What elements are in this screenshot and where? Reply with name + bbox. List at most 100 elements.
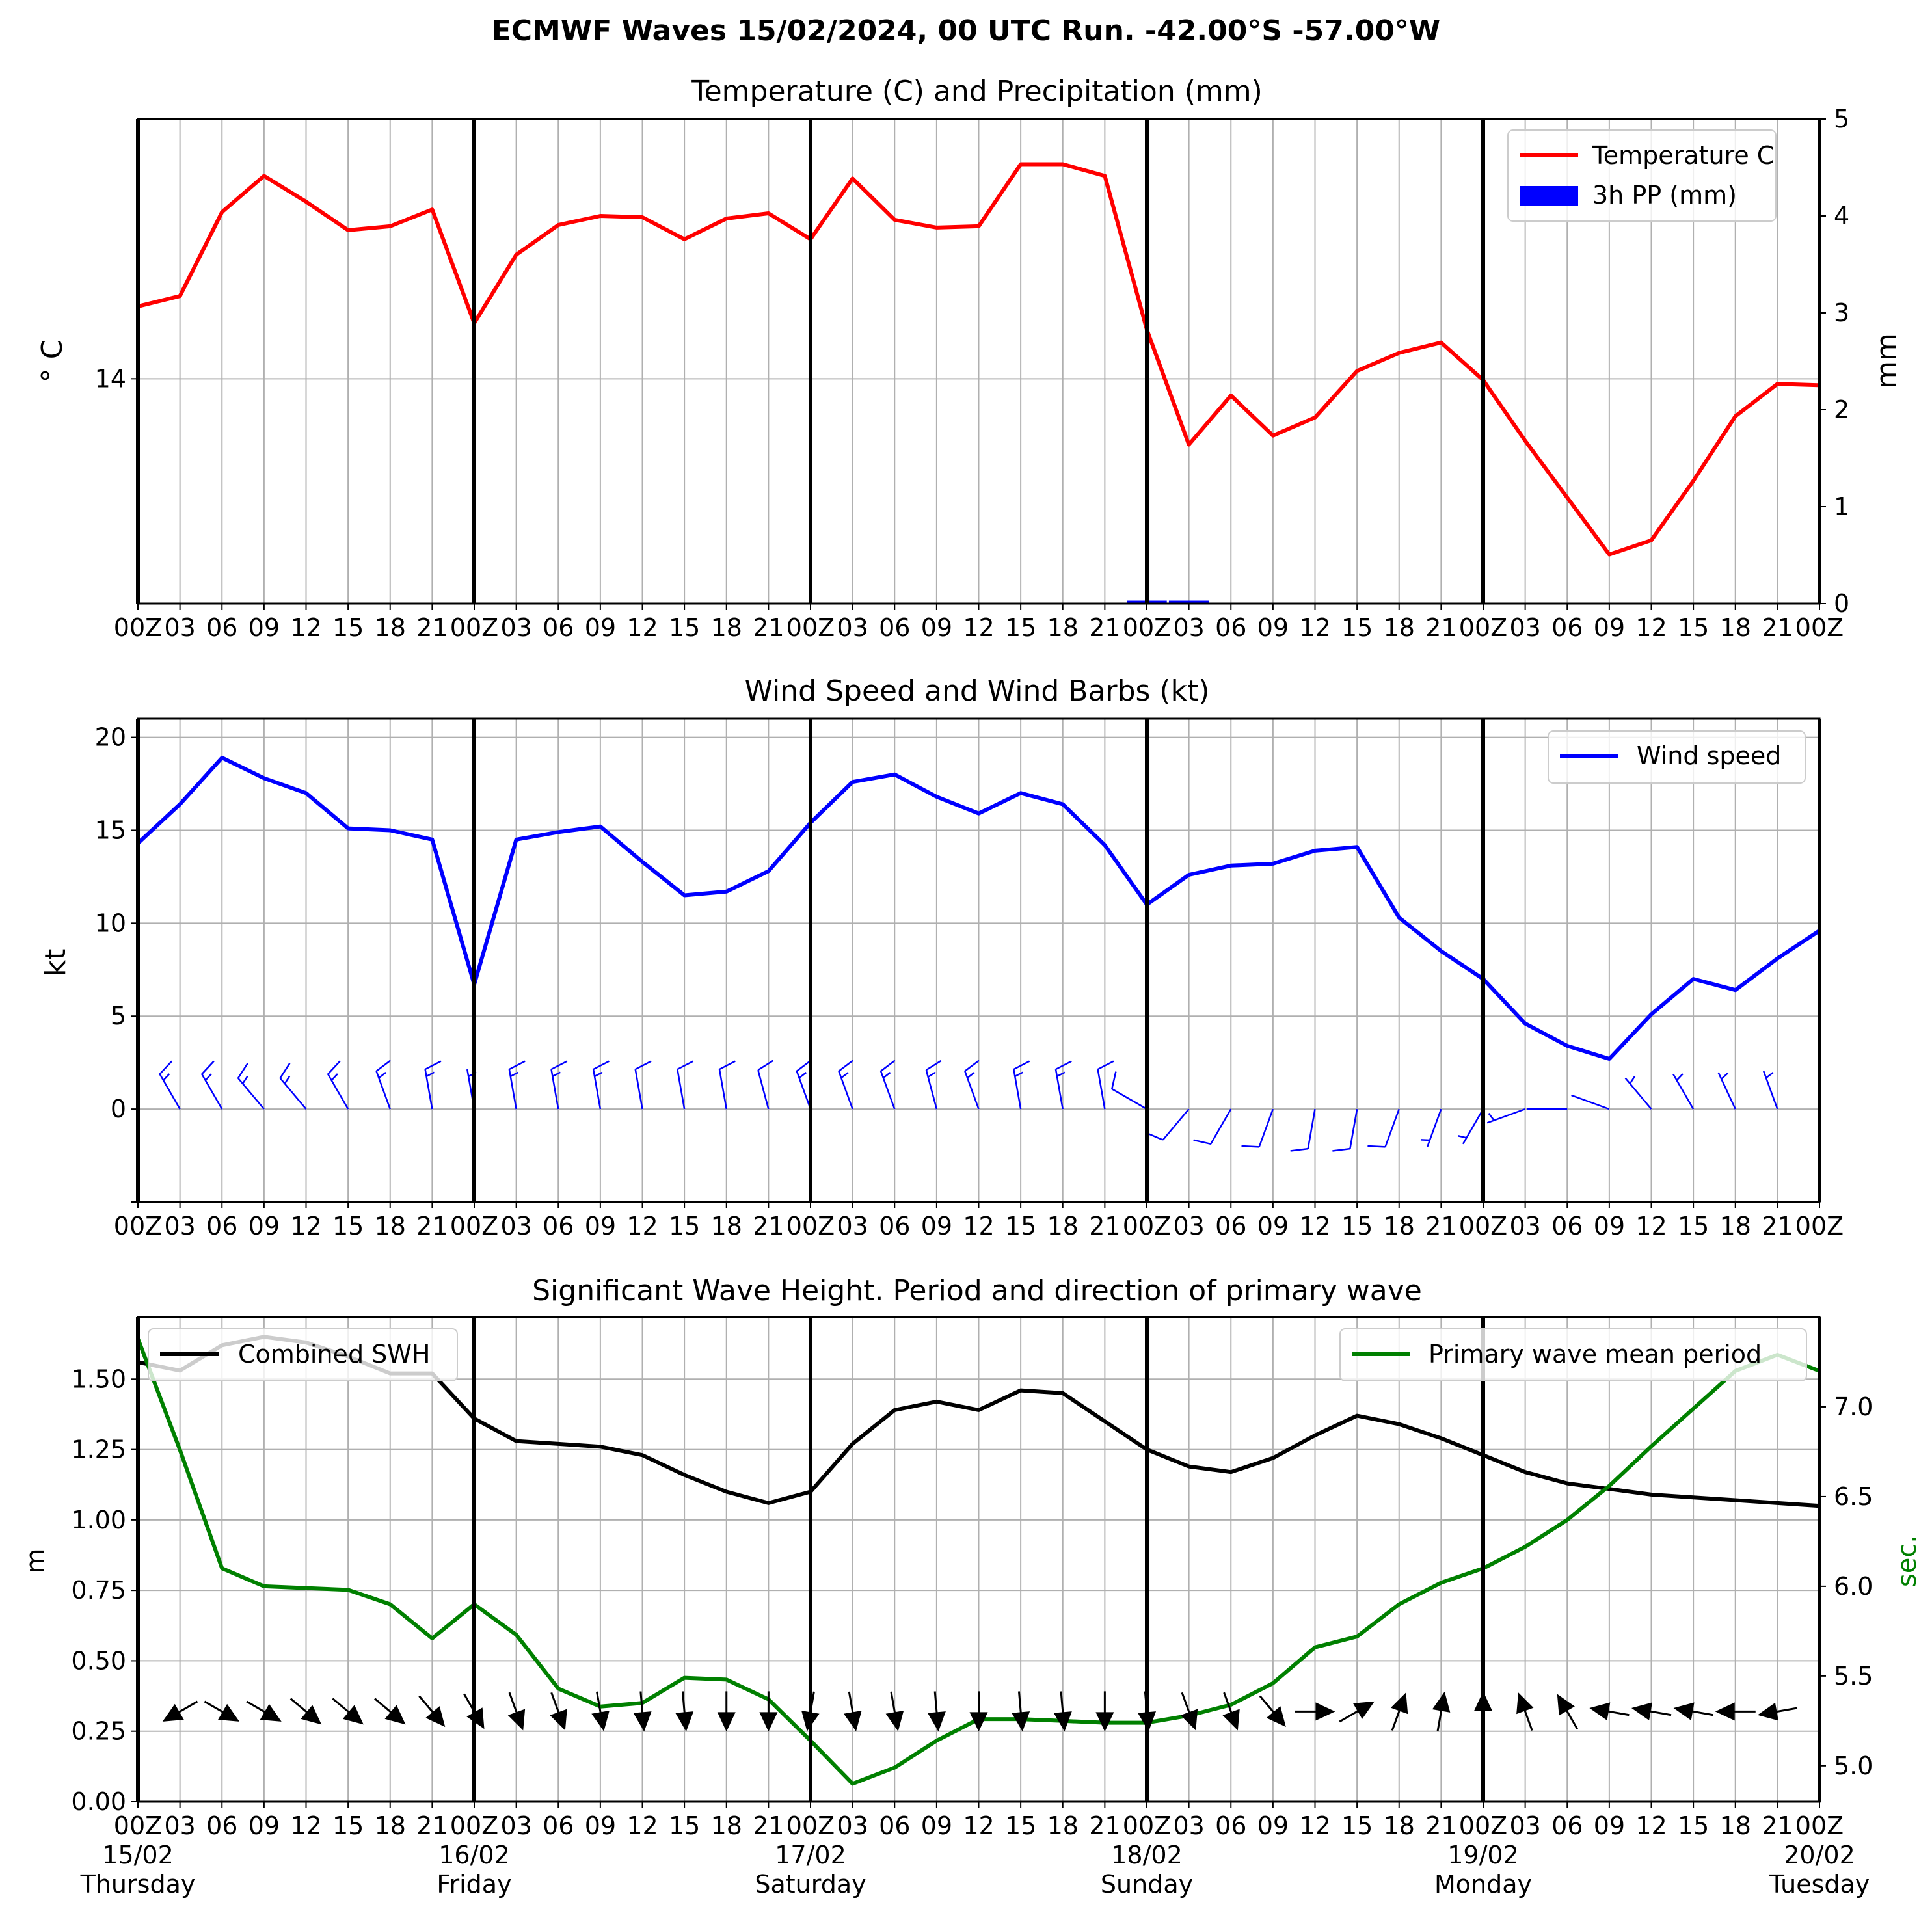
wind-barb-flag	[327, 1060, 341, 1075]
wind-panel-title: Wind Speed and Wind Barbs (kt)	[745, 674, 1210, 708]
y2-tick-label: 3	[1834, 299, 1849, 327]
x-tick-label: 21	[753, 1212, 784, 1240]
x-tick-label: 09	[585, 1212, 616, 1240]
wind-barb-shaft	[925, 1069, 938, 1110]
x-tick-label: 09	[248, 1811, 280, 1840]
wind-barb-flag	[719, 1060, 736, 1071]
wind-barb-shaft	[1111, 1088, 1147, 1110]
x-tick-label: 21	[1089, 1811, 1120, 1840]
x-tick-label: 12	[1299, 1212, 1330, 1240]
x-tick-label: 18	[1047, 1212, 1079, 1240]
weekday-label: Saturday	[755, 1870, 866, 1899]
wind-barb-half-flag	[1676, 1073, 1684, 1081]
wave-arrow-head	[550, 1709, 567, 1731]
wind-barb-flag	[201, 1060, 215, 1075]
wind-barb-flag	[838, 1060, 853, 1072]
x-tick-label: 00Z	[1795, 1212, 1844, 1240]
wind-marks	[136, 756, 1821, 1152]
wind-barb-flag	[757, 1060, 774, 1071]
x-tick-label: 00Z	[1123, 613, 1171, 642]
wind-barb-flag	[1055, 1060, 1072, 1071]
x-tick-label: 15	[1005, 1811, 1036, 1840]
wind-barb-shaft	[838, 1071, 853, 1110]
y-tick-label: 5	[111, 1002, 126, 1030]
x-tick-label: 00Z	[786, 1811, 835, 1840]
weekday-label: Monday	[1434, 1870, 1532, 1899]
x-tick-label: 03	[837, 1811, 868, 1840]
wave-arrow-head	[342, 1705, 364, 1725]
wave-arrow-head	[1673, 1702, 1695, 1721]
wave-arrow-head	[1352, 1701, 1375, 1720]
x-tick-label: 03	[1173, 1212, 1204, 1240]
x-tick-label: 06	[1551, 613, 1583, 642]
x-tick-label: 09	[248, 613, 280, 642]
precip-bar	[1168, 600, 1209, 604]
wind-grid	[137, 719, 1820, 1202]
x-tick-label: 18	[375, 1811, 406, 1840]
date-label: 20/02	[1784, 1841, 1855, 1869]
x-tick-label: 21	[753, 613, 784, 642]
wave-arrow-head	[844, 1710, 862, 1731]
x-tick-label: 18	[1720, 613, 1751, 642]
wind-barb-shaft	[1210, 1108, 1232, 1145]
x-tick-label: 15	[1678, 1212, 1709, 1240]
swh-legend-box	[148, 1328, 458, 1381]
wave-arrow-head	[260, 1703, 282, 1722]
wind-legend: Wind speed	[1548, 730, 1806, 784]
wind-barb-shaft	[964, 1071, 980, 1110]
x-tick-label: 00Z	[1123, 1212, 1171, 1240]
x-tick-label: 06	[206, 1212, 237, 1240]
wave-arrow-head	[384, 1705, 406, 1725]
wind-barb-shaft	[279, 1077, 307, 1110]
x-tick-label: 03	[1509, 1212, 1540, 1240]
wave-arrow-head	[1432, 1691, 1451, 1713]
x-tick-label: 12	[626, 613, 658, 642]
y2-tick-label: 1	[1834, 492, 1849, 521]
x-tick-label: 06	[1215, 613, 1246, 642]
date-label: 17/02	[775, 1841, 846, 1869]
y2-tick-label: 6.5	[1834, 1482, 1873, 1511]
wave-arrow-head	[1757, 1702, 1778, 1721]
wind-barb-half-flag	[1457, 1135, 1467, 1139]
x-tick-label: 12	[1635, 1811, 1667, 1840]
wind-barb-half-flag	[1765, 1071, 1774, 1079]
wind-barb-shaft	[1307, 1108, 1316, 1149]
wind-barb-half-flag	[967, 1071, 975, 1079]
y-tick-label: 0.75	[71, 1576, 126, 1605]
wind-barb-shaft	[1349, 1108, 1358, 1149]
x-tick-label: 15	[1341, 1811, 1373, 1840]
wind-barb-flag	[593, 1060, 610, 1071]
wave-arrow-head	[885, 1710, 904, 1731]
x-tick-label: 09	[921, 1811, 952, 1840]
x-tick-label: 09	[248, 1212, 280, 1240]
wave-arrow-head	[218, 1703, 240, 1722]
x-tick-label: 18	[1720, 1212, 1751, 1240]
x-tick-label: 21	[1762, 1811, 1793, 1840]
x-tick-label: 09	[921, 1212, 952, 1240]
wind-barb-flag	[926, 1060, 942, 1071]
wind-barb-shaft	[1717, 1072, 1736, 1110]
wave-arrow-head	[675, 1711, 694, 1732]
wind-y-label: kt	[39, 949, 72, 977]
wind-barb-half-flag	[378, 1071, 386, 1079]
wave-panel-title: Significant Wave Height. Period and dire…	[532, 1274, 1422, 1307]
y-tick-label: 1.25	[71, 1435, 126, 1464]
x-tick-label: 03	[500, 1212, 531, 1240]
y-tick-label: 0.25	[71, 1717, 126, 1746]
swh-y-label: m	[21, 1549, 51, 1574]
x-tick-label: 15	[669, 1811, 700, 1840]
x-tick-label: 09	[1257, 1811, 1289, 1840]
temperature-precip-panel: Temperature (C) and Precipitation (mm) °…	[36, 75, 1903, 642]
wave-arrow-head	[1012, 1711, 1030, 1732]
wind-barb-shaft	[1462, 1108, 1484, 1145]
wind-barb-flag	[1013, 1060, 1030, 1071]
x-tick-label: 03	[1509, 613, 1540, 642]
x-tick-label: 15	[1005, 613, 1036, 642]
x-tick-label: 12	[963, 1811, 994, 1840]
x-tick-label: 21	[1425, 1811, 1456, 1840]
y-tick-label: 15	[95, 816, 126, 844]
x-tick-label: 06	[543, 1212, 574, 1240]
wind-barb-half-flag	[1014, 1071, 1023, 1078]
weekday-label: Tuesday	[1769, 1870, 1870, 1899]
wind-barb-half-flag	[552, 1071, 561, 1078]
